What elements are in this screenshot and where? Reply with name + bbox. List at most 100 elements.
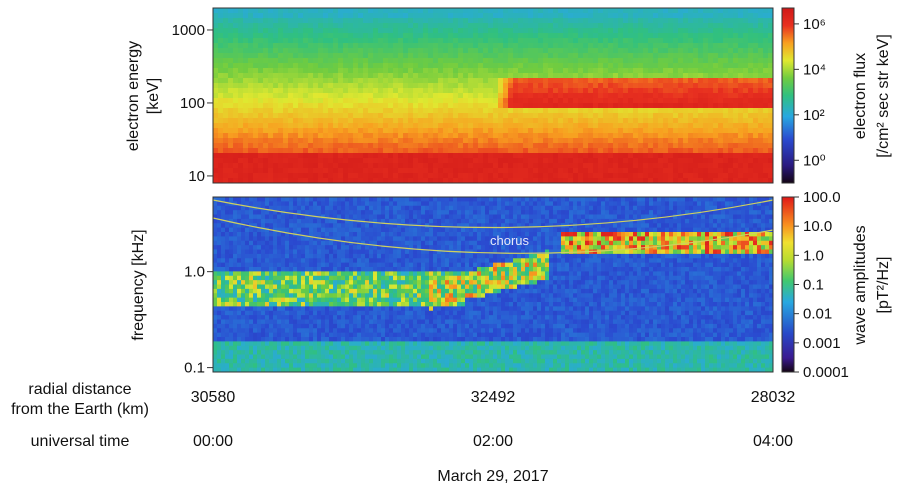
electron-flux-cell <box>268 83 274 89</box>
electron-flux-cell <box>688 148 694 154</box>
electron-flux-cell <box>593 8 599 14</box>
electron-flux-cell <box>723 173 729 179</box>
wave-amplitude-cell <box>273 345 278 351</box>
wave-amplitude-cell <box>293 341 298 347</box>
electron-flux-cell <box>573 118 579 124</box>
electron-flux-cell <box>668 98 674 104</box>
electron-flux-cell <box>728 28 734 34</box>
electron-flux-cell <box>758 98 764 104</box>
wave-amplitude-cell <box>261 232 266 237</box>
electron-flux-cell <box>743 163 749 169</box>
electron-flux-cell <box>648 13 654 19</box>
electron-flux-cell <box>213 98 219 104</box>
electron-flux-cell <box>278 78 284 84</box>
electron-flux-cell <box>213 113 219 119</box>
electron-flux-cell <box>743 73 749 79</box>
electron-flux-cell <box>513 18 519 24</box>
electron-flux-cell <box>703 158 709 164</box>
electron-flux-cell <box>403 43 409 49</box>
electron-flux-cell <box>563 88 569 94</box>
electron-flux-cell <box>218 168 224 174</box>
electron-flux-cell <box>233 148 239 154</box>
electron-flux-cell <box>493 138 499 144</box>
electron-flux-cell <box>308 33 314 39</box>
electron-flux-cell <box>468 78 474 84</box>
electron-flux-cell <box>528 88 534 94</box>
electron-flux-cell <box>633 153 639 159</box>
electron-flux-cell <box>713 78 719 84</box>
electron-flux-cell <box>238 153 244 159</box>
electron-flux-cell <box>463 143 469 149</box>
electron-flux-cell <box>283 123 289 129</box>
electron-flux-cell <box>228 38 234 44</box>
electron-flux-cell <box>228 168 234 174</box>
wave-amplitude-cell <box>289 302 294 307</box>
electron-flux-cell <box>598 88 604 94</box>
electron-flux-cell <box>438 43 444 49</box>
electron-flux-cell <box>668 68 674 74</box>
wave-amplitude-cell <box>269 253 274 259</box>
electron-flux-cell <box>728 13 734 19</box>
electron-flux-cell <box>263 173 269 179</box>
electron-flux-cell <box>483 168 489 174</box>
wave-amplitude-cell <box>253 350 258 356</box>
electron-flux-cell <box>438 108 444 114</box>
electron-flux-cell <box>443 168 449 174</box>
wave-amplitude-cell <box>289 271 294 277</box>
electron-flux-cell <box>763 168 769 174</box>
electron-flux-cell <box>548 88 554 94</box>
wave-amplitude-cell <box>233 218 238 224</box>
electron-flux-cell <box>738 73 744 79</box>
wave-amplitude-cell <box>265 354 270 360</box>
electron-flux-cell <box>623 178 629 184</box>
electron-flux-cell <box>618 123 624 129</box>
electron-flux-cell <box>498 63 504 69</box>
electron-flux-cell <box>313 118 319 124</box>
electron-flux-cell <box>608 163 614 169</box>
electron-flux-cell <box>368 163 374 169</box>
electron-flux-cell <box>273 98 279 104</box>
electron-flux-cell <box>353 88 359 94</box>
wave-amplitude-cell <box>265 223 270 229</box>
electron-flux-cell <box>743 173 749 179</box>
electron-flux-cell <box>573 153 579 159</box>
electron-flux-cell <box>368 13 374 19</box>
wave-amplitude-cell <box>261 236 266 242</box>
electron-flux-cell <box>263 43 269 49</box>
wave-amplitude-cell <box>309 201 314 207</box>
wave-amplitude-cell <box>217 258 222 264</box>
electron-flux-cell <box>353 148 359 154</box>
electron-flux-cell <box>283 158 289 164</box>
electron-flux-cell <box>383 78 389 84</box>
electron-flux-cell <box>698 8 704 14</box>
electron-flux-cell <box>373 173 379 179</box>
electron-flux-cell <box>638 48 644 54</box>
wave-amplitude-cell <box>237 245 242 251</box>
electron-flux-cell <box>453 13 459 19</box>
electron-flux-cell <box>683 178 689 184</box>
wave-amplitude-cell <box>217 332 222 338</box>
electron-flux-cell <box>553 38 559 44</box>
wave-amplitude-cell <box>229 280 234 286</box>
electron-flux-cell <box>288 123 294 129</box>
wave-amplitude-cell <box>229 258 234 264</box>
electron-flux-cell <box>303 18 309 24</box>
electron-flux-cell <box>588 38 594 44</box>
electron-flux-cell <box>258 8 264 14</box>
electron-flux-cell <box>213 148 219 154</box>
electron-flux-cell <box>743 143 749 149</box>
electron-flux-cell <box>353 68 359 74</box>
electron-flux-cell <box>678 123 684 129</box>
electron-flux-cell <box>583 123 589 129</box>
wave-amplitude-cell <box>297 275 302 281</box>
wave-amplitude-cell <box>305 350 310 356</box>
electron-flux-cell <box>273 48 279 54</box>
wave-amplitude-cell <box>241 280 246 286</box>
wave-amplitude-cell <box>281 232 286 237</box>
wave-amplitude-cell <box>225 223 230 229</box>
electron-flux-cell <box>393 68 399 74</box>
wave-amplitude-cell <box>249 337 254 342</box>
wave-amplitude-cell <box>301 350 306 356</box>
electron-flux-cell <box>628 178 634 184</box>
electron-flux-cell <box>318 48 324 54</box>
